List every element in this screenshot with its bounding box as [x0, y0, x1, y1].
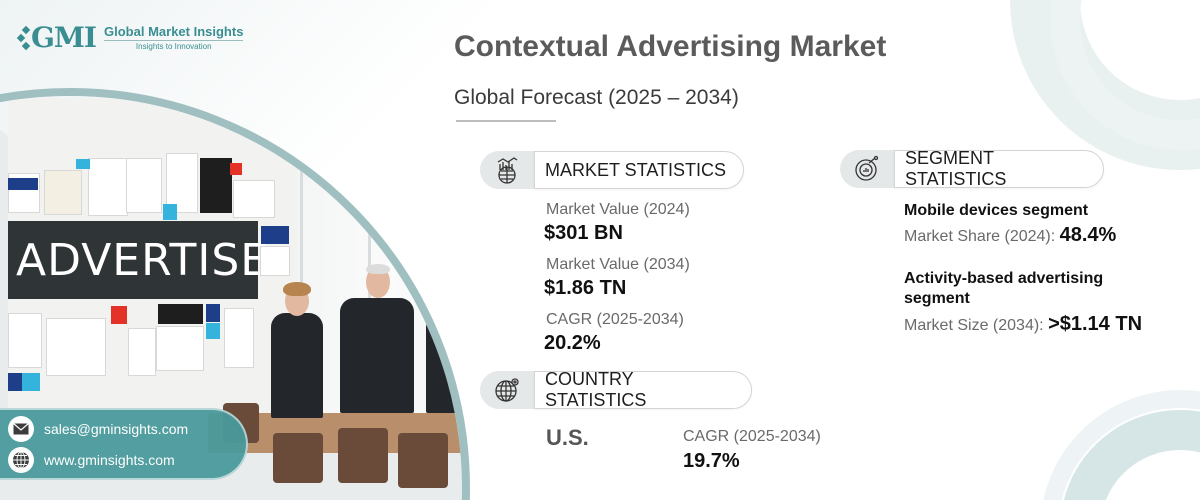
wall-paper: [156, 326, 204, 371]
envelope-icon: [8, 416, 34, 442]
wall-square-cyan: [163, 204, 177, 220]
contact-website[interactable]: www.gminsights.com: [8, 447, 175, 473]
window-frame: [438, 98, 441, 418]
cagr-value: 20.2%: [544, 332, 601, 354]
globe-icon: [8, 447, 34, 473]
chair: [338, 428, 388, 483]
wall-paper: [128, 328, 156, 376]
globe-pin-icon: [480, 371, 534, 409]
segment-2-stat: Market Size (2034): >$1.14 TN: [904, 313, 1142, 336]
wall-square-red: [230, 163, 242, 175]
country-statistics-heading: COUNTRY STATISTICS: [534, 369, 752, 410]
market-value-2024: $301 BN: [544, 222, 623, 244]
segment-1-value: 48.4%: [1059, 224, 1117, 246]
wall-paper: [88, 158, 128, 216]
window-frame: [368, 98, 371, 418]
person-hair: [366, 264, 390, 274]
wall-paper: [126, 158, 162, 213]
wall-paper: [233, 180, 275, 218]
segment-2-title-line1: Activity-based advertising: [904, 270, 1104, 287]
wall-paper-dark: [200, 158, 232, 213]
contact-website-text[interactable]: www.gminsights.com: [44, 452, 175, 468]
person-body: [426, 313, 462, 413]
chart-globe-icon: [480, 151, 534, 189]
country-statistics-header: COUNTRY STATISTICS: [480, 369, 752, 410]
gmi-logo[interactable]: GMI Global Market Insights Insights to I…: [16, 21, 244, 54]
page-subtitle: Global Forecast (2025 – 2034): [454, 86, 739, 109]
advertise-banner: ADVERTISE: [8, 221, 268, 299]
country-name: U.S.: [546, 425, 589, 450]
wall-square-cyan: [76, 159, 90, 169]
country-cagr-value: 19.7%: [683, 450, 740, 472]
page-title: Contextual Advertising Market: [454, 30, 887, 63]
wall-paper: [224, 308, 254, 368]
wall-paper: [260, 246, 290, 276]
wall-paper: [8, 313, 42, 368]
segment-1-stat: Market Share (2024): 48.4%: [904, 224, 1116, 247]
logo-text: Global Market Insights Insights to Innov…: [104, 24, 244, 52]
logo-mark: GMI: [16, 21, 97, 54]
wall-square-blue: [206, 304, 220, 322]
segment-2-value: >$1.14 TN: [1048, 313, 1143, 335]
wall-square-blue: [8, 178, 38, 190]
cagr-label: CAGR (2025-2034): [546, 311, 684, 328]
contact-email[interactable]: sales@gminsights.com: [8, 416, 188, 442]
market-value-2034-label: Market Value (2034): [546, 256, 690, 273]
wall-square-cyan: [206, 323, 220, 339]
logo-company-name: Global Market Insights: [104, 24, 244, 41]
market-value-2024-label: Market Value (2024): [546, 201, 690, 218]
subtitle-divider: [456, 120, 556, 122]
contact-email-text[interactable]: sales@gminsights.com: [44, 421, 189, 437]
segment-2-title: Activity-based advertising segment: [904, 269, 1103, 309]
wall-square-cyan: [22, 373, 40, 391]
advertise-banner-text: ADVERTISE: [16, 234, 270, 286]
segment-statistics-header: SEGMENT STATISTICS: [840, 148, 1104, 189]
wall-paper: [166, 153, 198, 213]
person-body: [271, 313, 323, 418]
segment-1-title: Mobile devices segment: [904, 202, 1089, 219]
wall-paper-dark: [158, 304, 203, 324]
contact-panel: sales@gminsights.com www.gminsights.com: [0, 408, 248, 480]
pie-target-icon: [840, 150, 894, 188]
wall-square-red: [111, 306, 127, 324]
market-value-2034: $1.86 TN: [544, 277, 627, 299]
wall-square-blue: [261, 226, 289, 244]
country-cagr-label: CAGR (2025-2034): [683, 428, 821, 445]
chair: [273, 433, 323, 483]
logo-tagline: Insights to Innovation: [135, 42, 212, 51]
chair: [398, 433, 448, 488]
segment-statistics-heading: SEGMENT STATISTICS: [894, 148, 1104, 189]
wall-paper-chart: [46, 318, 106, 376]
segment-2-label: Market Size (2034):: [904, 317, 1049, 334]
wall-paper: [44, 170, 82, 215]
window-frame: [300, 98, 303, 418]
market-statistics-header: MARKET STATISTICS: [480, 151, 744, 189]
person-head: [430, 293, 448, 317]
segment-1-label: Market Share (2024):: [904, 228, 1060, 245]
segment-2-title-line2: segment: [904, 290, 970, 307]
person-body: [340, 298, 414, 413]
market-statistics-heading: MARKET STATISTICS: [534, 151, 744, 189]
logo-diamonds-icon: [16, 25, 31, 51]
person-hair: [283, 282, 311, 296]
hero-photo-scene: ADVERTISE: [0, 96, 462, 500]
logo-gmi-text: GMI: [31, 21, 97, 54]
